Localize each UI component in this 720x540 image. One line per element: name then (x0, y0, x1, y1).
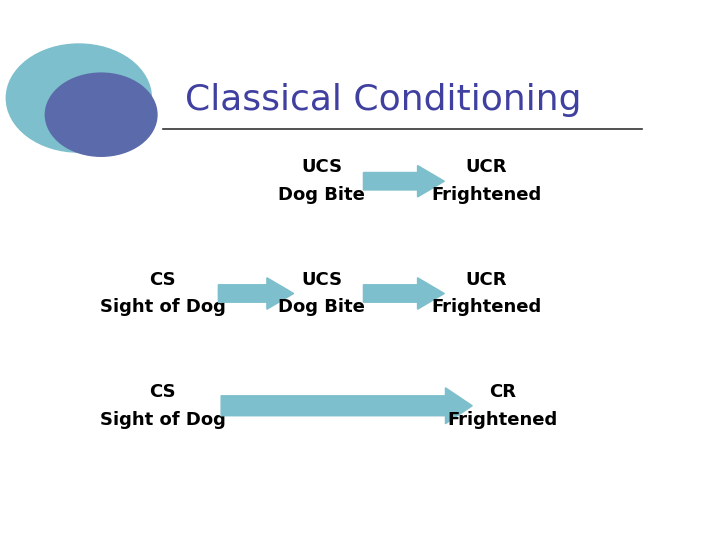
Text: Sight of Dog: Sight of Dog (99, 299, 225, 316)
Circle shape (45, 73, 157, 156)
Text: Classical Conditioning: Classical Conditioning (185, 83, 581, 117)
Text: Frightened: Frightened (431, 299, 541, 316)
Text: Sight of Dog: Sight of Dog (99, 411, 225, 429)
Polygon shape (364, 165, 444, 197)
Polygon shape (221, 388, 472, 424)
Text: UCS: UCS (301, 271, 342, 288)
Polygon shape (364, 278, 444, 309)
Text: UCR: UCR (465, 271, 507, 288)
Text: CR: CR (490, 383, 516, 401)
Text: UCR: UCR (465, 158, 507, 176)
Text: Dog Bite: Dog Bite (278, 186, 365, 204)
Text: CS: CS (149, 271, 176, 288)
Text: Frightened: Frightened (431, 186, 541, 204)
Polygon shape (218, 278, 294, 309)
Text: Frightened: Frightened (448, 411, 558, 429)
Circle shape (6, 44, 151, 152)
Text: CS: CS (149, 383, 176, 401)
Text: Dog Bite: Dog Bite (278, 299, 365, 316)
Text: UCS: UCS (301, 158, 342, 176)
